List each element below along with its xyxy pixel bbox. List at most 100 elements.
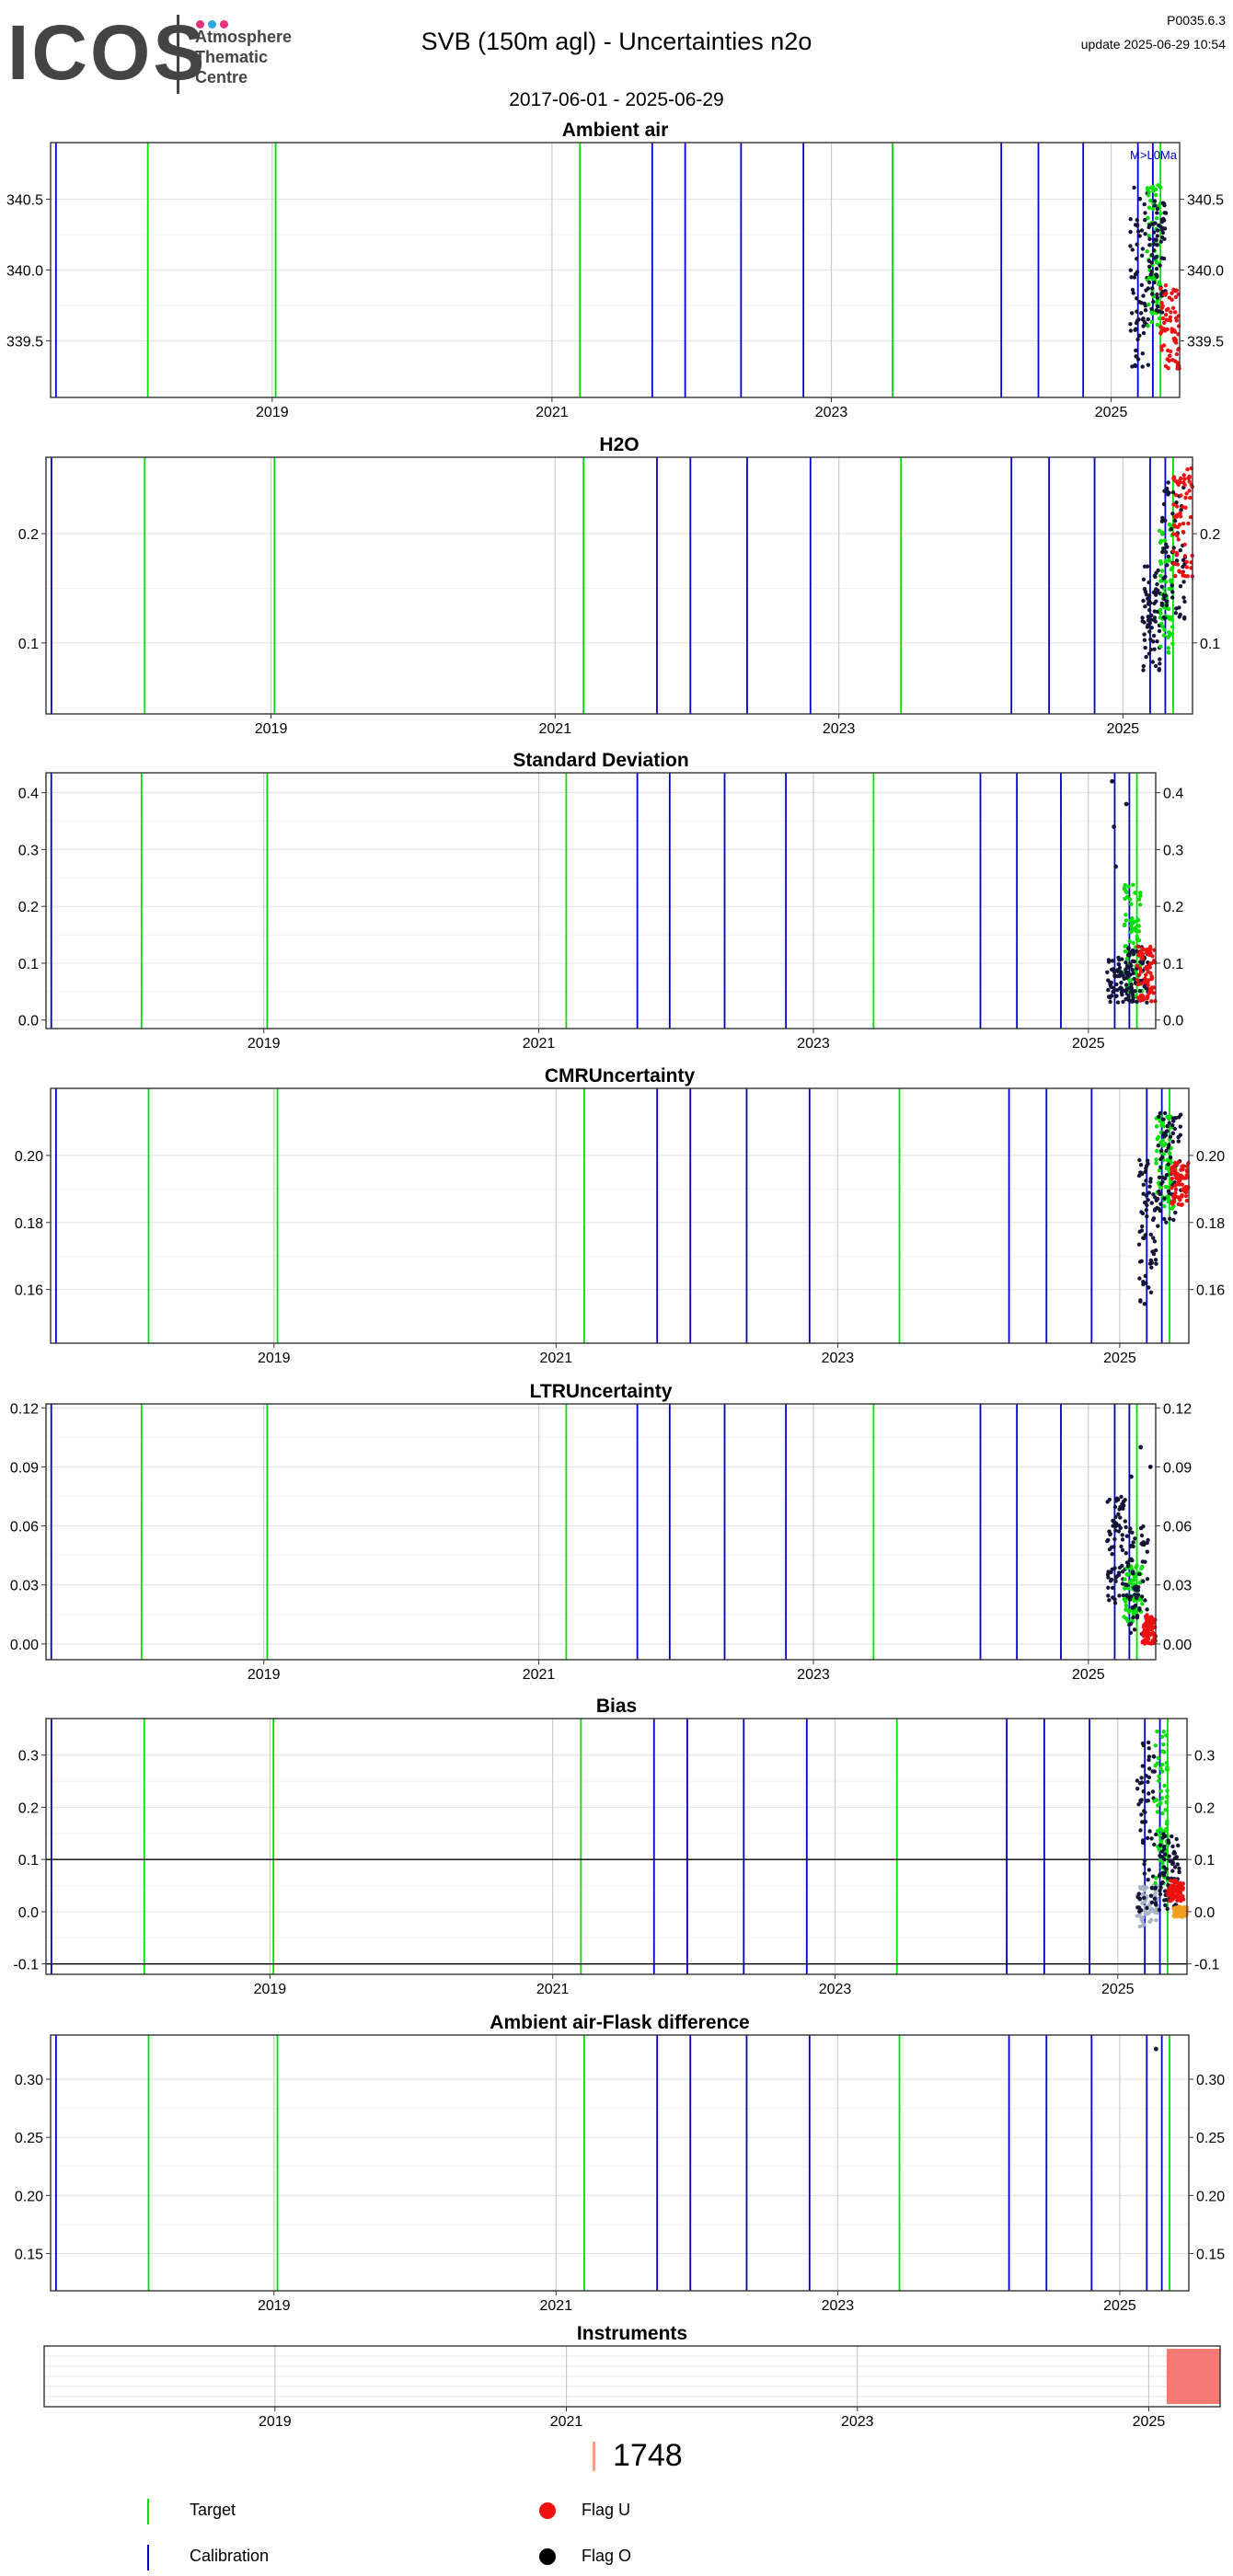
y-tick-label-left: 0.30 (15, 2073, 43, 2088)
x-tick-label: 2021 (536, 405, 569, 420)
data-point (1141, 1540, 1146, 1545)
data-point (1159, 256, 1164, 260)
data-point (1119, 981, 1124, 985)
data-point (1170, 595, 1175, 600)
data-point (1117, 958, 1122, 962)
x-tick-label: 2025 (1103, 1351, 1136, 1366)
data-point (1160, 530, 1165, 535)
data-point (1113, 1524, 1118, 1529)
data-point (1148, 1290, 1154, 1295)
plot-frame (45, 456, 1193, 715)
data-point (1124, 1560, 1130, 1565)
data-point (1156, 1224, 1160, 1228)
y-tick-label-left: 0.3 (18, 843, 39, 858)
data-point (1112, 1601, 1118, 1605)
y-tick-label-left: -0.1 (13, 1958, 39, 1973)
chart-panel-7: Ambient air-Flask difference 2019 2021 2023… (15, 2012, 1225, 2314)
data-point (1140, 1764, 1146, 1768)
data-point (1157, 1847, 1161, 1852)
legend-label-flag-o: Flag O (582, 2547, 632, 2565)
data-point (1142, 1862, 1147, 1867)
data-point (1136, 229, 1141, 234)
data-point (1154, 267, 1159, 271)
x-tick-label: 2019 (254, 1982, 287, 1997)
data-point (1160, 1175, 1165, 1180)
data-point (1183, 1190, 1189, 1195)
x-tick-label: 2023 (819, 1982, 852, 1997)
data-point (1149, 1201, 1154, 1205)
data-point (1153, 1764, 1158, 1768)
data-point (1135, 978, 1140, 983)
data-point (1162, 1783, 1167, 1788)
data-point (1146, 1537, 1150, 1543)
data-point (1142, 1871, 1147, 1876)
logo-dot-3 (220, 20, 228, 29)
data-point (1119, 1494, 1124, 1500)
data-point (1149, 253, 1155, 258)
data-point (1182, 554, 1188, 558)
data-point (1177, 605, 1181, 610)
data-point (1118, 1515, 1123, 1520)
data-point (1162, 1216, 1167, 1222)
version-label: P0035.6.3 (1167, 13, 1226, 28)
data-point (1167, 586, 1171, 592)
plot-frame (45, 1718, 1188, 1975)
data-point (1173, 1183, 1178, 1188)
data-point (1147, 190, 1152, 195)
data-point (1131, 882, 1135, 887)
data-point (1179, 493, 1183, 498)
data-point (1153, 663, 1158, 669)
data-point (1138, 949, 1144, 954)
data-point (1125, 1564, 1131, 1569)
data-point (1188, 515, 1193, 520)
data-point (1149, 1265, 1154, 1270)
data-point (1124, 889, 1128, 893)
count-label: 1748 (613, 2438, 683, 2473)
data-point (1148, 1179, 1153, 1184)
x-tick-label: 2025 (1107, 721, 1140, 737)
data-point (1153, 1880, 1158, 1886)
data-point (1151, 1236, 1156, 1240)
data-point (1140, 253, 1145, 258)
data-point (1178, 1124, 1183, 1129)
data-point (1141, 663, 1147, 669)
data-point (1165, 357, 1170, 362)
y-tick-label-left: 0.06 (10, 1520, 39, 1535)
data-point (1157, 1175, 1162, 1180)
y-tick-label-right: 0.0 (1163, 1014, 1183, 1029)
data-point (1120, 1547, 1125, 1553)
data-point (1143, 1912, 1148, 1916)
data-point (1138, 1163, 1144, 1167)
data-point (1177, 569, 1181, 573)
y-tick-label-left: 0.12 (10, 1401, 39, 1417)
data-point (1165, 1765, 1170, 1769)
data-point (1150, 954, 1155, 959)
data-point (1166, 650, 1171, 654)
data-point (1179, 508, 1183, 512)
data-point (1108, 1532, 1112, 1537)
data-point (1165, 327, 1170, 332)
data-point (1109, 984, 1113, 989)
data-point (1116, 1512, 1121, 1517)
data-point (1162, 236, 1167, 241)
data-point (1148, 1907, 1154, 1912)
data-point (1112, 970, 1117, 974)
x-tick-label: 2019 (258, 1351, 291, 1366)
data-point (1127, 1622, 1132, 1627)
data-point (1149, 269, 1154, 274)
data-point (1147, 234, 1151, 238)
outlier-point (1147, 1465, 1153, 1469)
data-point (1155, 1148, 1159, 1154)
calibration-line-icon (147, 2545, 149, 2570)
data-point (1146, 994, 1150, 999)
data-point (1175, 504, 1180, 509)
data-point (1170, 641, 1175, 646)
data-point (1158, 1788, 1164, 1794)
y-tick-label-right: 0.2 (1163, 900, 1183, 915)
data-point (1181, 480, 1186, 485)
data-point (1174, 1879, 1179, 1883)
data-point (1156, 309, 1161, 314)
data-point (1150, 311, 1155, 316)
data-point (1145, 1905, 1149, 1911)
data-point (1184, 1198, 1190, 1203)
